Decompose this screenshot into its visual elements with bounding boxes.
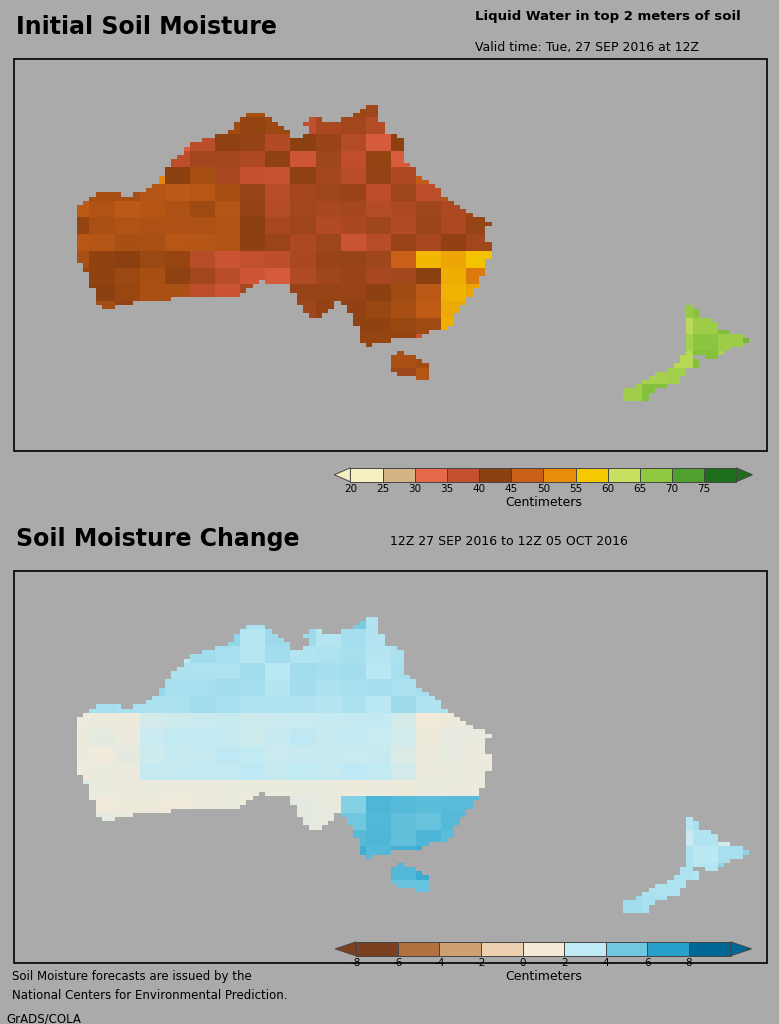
Text: Centimeters: Centimeters bbox=[505, 496, 582, 509]
Bar bbox=[543, 468, 576, 481]
Text: 20: 20 bbox=[344, 484, 357, 494]
Bar bbox=[479, 468, 511, 481]
Text: GrADS/COLA: GrADS/COLA bbox=[6, 1013, 81, 1024]
Bar bbox=[14, 571, 767, 963]
Text: 65: 65 bbox=[633, 484, 647, 494]
Text: Liquid Water in top 2 meters of soil: Liquid Water in top 2 meters of soil bbox=[475, 10, 741, 24]
Text: Centimeters: Centimeters bbox=[505, 970, 582, 983]
Bar bbox=[606, 942, 647, 955]
Text: 50: 50 bbox=[537, 484, 550, 494]
Text: -8: -8 bbox=[351, 958, 361, 968]
Text: 2: 2 bbox=[561, 958, 567, 968]
Polygon shape bbox=[335, 942, 356, 955]
Bar bbox=[397, 942, 439, 955]
Bar bbox=[439, 942, 481, 955]
Text: Soil Moisture forecasts are issued by the: Soil Moisture forecasts are issued by th… bbox=[12, 971, 252, 983]
Text: 60: 60 bbox=[601, 484, 615, 494]
Text: 70: 70 bbox=[665, 484, 679, 494]
Polygon shape bbox=[736, 468, 753, 481]
Bar bbox=[414, 468, 447, 481]
Bar bbox=[382, 468, 414, 481]
Bar bbox=[356, 942, 397, 955]
Text: 75: 75 bbox=[697, 484, 710, 494]
Bar bbox=[14, 58, 767, 451]
Polygon shape bbox=[731, 942, 752, 955]
Bar bbox=[704, 468, 736, 481]
Text: 30: 30 bbox=[408, 484, 421, 494]
Bar bbox=[481, 942, 523, 955]
Text: 4: 4 bbox=[602, 958, 609, 968]
Text: -2: -2 bbox=[476, 958, 486, 968]
Bar bbox=[647, 942, 689, 955]
Text: 0: 0 bbox=[520, 958, 526, 968]
Bar bbox=[576, 468, 608, 481]
Text: 45: 45 bbox=[505, 484, 518, 494]
Bar bbox=[672, 468, 704, 481]
Bar bbox=[447, 468, 479, 481]
Text: -4: -4 bbox=[434, 958, 445, 968]
Bar bbox=[523, 942, 564, 955]
Text: 35: 35 bbox=[440, 484, 453, 494]
Polygon shape bbox=[334, 468, 351, 481]
Text: Initial Soil Moisture: Initial Soil Moisture bbox=[16, 15, 277, 39]
Bar bbox=[608, 468, 640, 481]
Bar bbox=[640, 468, 672, 481]
Text: 55: 55 bbox=[569, 484, 582, 494]
Text: 12Z 27 SEP 2016 to 12Z 05 OCT 2016: 12Z 27 SEP 2016 to 12Z 05 OCT 2016 bbox=[390, 535, 627, 548]
Text: 8: 8 bbox=[686, 958, 693, 968]
Text: 25: 25 bbox=[376, 484, 390, 494]
Text: Valid time: Tue, 27 SEP 2016 at 12Z: Valid time: Tue, 27 SEP 2016 at 12Z bbox=[475, 41, 700, 54]
Text: -6: -6 bbox=[393, 958, 403, 968]
Bar bbox=[564, 942, 606, 955]
Bar bbox=[511, 468, 543, 481]
Text: 6: 6 bbox=[644, 958, 650, 968]
Text: 40: 40 bbox=[472, 484, 485, 494]
Bar bbox=[351, 468, 382, 481]
Bar bbox=[689, 942, 731, 955]
Text: Soil Moisture Change: Soil Moisture Change bbox=[16, 527, 299, 551]
Text: National Centers for Environmental Prediction.: National Centers for Environmental Predi… bbox=[12, 989, 287, 1002]
